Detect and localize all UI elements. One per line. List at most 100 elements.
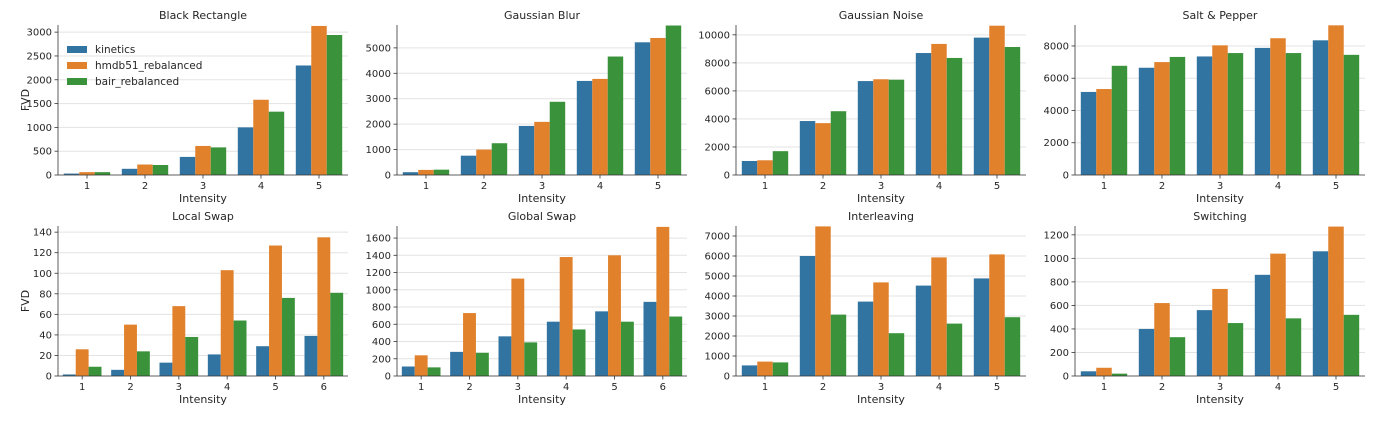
bar-bair-rebalanced-2 xyxy=(830,111,847,175)
panel-switching: 0 200 400 600 800 1000 1200 1 2 3 4 5 Switching Inten… xyxy=(1044,210,1365,406)
y-tick-label: 2000 xyxy=(1044,138,1069,149)
bar-hmdb51-rebalanced-5 xyxy=(311,25,327,176)
bar-bair-rebalanced-6 xyxy=(330,292,344,376)
y-tick-label: 7000 xyxy=(705,232,730,243)
y-tick-label: 100 xyxy=(33,269,52,280)
bar-kinetics-5 xyxy=(1312,251,1329,376)
x-tick-label: 5 xyxy=(316,181,322,192)
y-tick-label: 1000 xyxy=(366,145,391,156)
y-tick-label: 1200 xyxy=(366,268,391,279)
chart-title: Interleaving xyxy=(848,210,914,223)
y-axis-label: FVD xyxy=(19,290,32,312)
bar-bair-rebalanced-2 xyxy=(136,351,150,376)
panel-global-swap: 0 200 400 600 800 1000 1200 1400 1600 1 2 3 4 5 6 Globa… xyxy=(366,210,687,406)
legend-label-bair-rebalanced: bair_rebalanced xyxy=(95,76,179,88)
x-tick-label: 5 xyxy=(272,382,278,393)
bar-kinetics-6 xyxy=(304,335,318,376)
bar-kinetics-1 xyxy=(401,366,415,376)
y-tick-label: 60 xyxy=(39,310,52,321)
y-tick-label: 2000 xyxy=(705,332,730,343)
bar-bair-rebalanced-3 xyxy=(888,79,905,175)
chart-title: Salt & Pepper xyxy=(1183,9,1258,22)
bar-hmdb51-rebalanced-3 xyxy=(534,121,550,175)
x-axis-label: Intensity xyxy=(1196,192,1244,205)
y-tick-label: 0 xyxy=(724,372,730,383)
bar-kinetics-4 xyxy=(546,321,560,376)
bar-kinetics-1 xyxy=(1080,371,1097,376)
y-tick-label: 1000 xyxy=(1044,254,1069,265)
bar-kinetics-4 xyxy=(237,127,254,175)
bar-kinetics-1 xyxy=(63,173,80,175)
x-tick-label: 5 xyxy=(994,181,1000,192)
bar-bair-rebalanced-2 xyxy=(1169,56,1186,175)
bar-bair-rebalanced-3 xyxy=(1227,53,1244,176)
bar-kinetics-3 xyxy=(857,81,874,175)
x-tick-label: 3 xyxy=(176,382,182,393)
bar-hmdb51-rebalanced-2 xyxy=(815,226,831,376)
bar-kinetics-5 xyxy=(595,311,609,376)
bar-hmdb51-rebalanced-3 xyxy=(511,278,525,376)
y-tick-label: 200 xyxy=(1050,348,1069,359)
y-tick-label: 120 xyxy=(33,248,52,259)
x-tick-label: 2 xyxy=(820,382,826,393)
bar-hmdb51-rebalanced-3 xyxy=(873,282,889,376)
x-tick-label: 1 xyxy=(79,382,85,393)
y-tick-label: 800 xyxy=(1050,277,1069,288)
x-tick-label: 3 xyxy=(515,382,521,393)
x-tick-label: 5 xyxy=(1333,382,1339,393)
bar-hmdb51-rebalanced-2 xyxy=(1154,62,1170,176)
bar-kinetics-5 xyxy=(973,37,990,175)
bar-kinetics-5 xyxy=(1312,40,1329,175)
x-tick-label: 3 xyxy=(878,382,884,393)
y-tick-label: 1500 xyxy=(27,99,52,110)
bar-kinetics-4 xyxy=(915,53,932,175)
y-tick-label: 8000 xyxy=(1044,41,1069,52)
y-tick-label: 1000 xyxy=(27,123,52,134)
chart-title: Switching xyxy=(1193,210,1246,223)
bar-kinetics-2 xyxy=(799,256,816,376)
legend-swatch-hmdb51-rebalanced xyxy=(67,62,87,69)
x-tick-label: 2 xyxy=(127,382,133,393)
bar-kinetics-1 xyxy=(402,172,419,175)
bar-kinetics-2 xyxy=(450,351,464,376)
x-axis-label: Intensity xyxy=(857,393,905,406)
bar-bair-rebalanced-1 xyxy=(772,151,789,175)
y-tick-label: 200 xyxy=(372,354,391,365)
y-tick-label: 4000 xyxy=(1044,106,1069,117)
x-tick-label: 2 xyxy=(1159,181,1165,192)
y-tick-label: 500 xyxy=(33,147,52,158)
panel-local-swap: 0 20 40 60 80 100 120 140 1 2 3 4 5 6 Local Swap Intens… xyxy=(19,210,348,406)
x-axis-label: Intensity xyxy=(179,192,227,205)
x-tick-label: 3 xyxy=(200,181,206,192)
bar-kinetics-4 xyxy=(576,80,593,175)
y-tick-label: 0 xyxy=(385,372,391,383)
bar-bair-rebalanced-5 xyxy=(620,321,634,376)
bar-hmdb51-rebalanced-6 xyxy=(317,237,331,376)
x-tick-label: 5 xyxy=(1333,181,1339,192)
bar-hmdb51-rebalanced-5 xyxy=(1328,226,1344,376)
y-tick-label: 6000 xyxy=(705,86,730,97)
bar-kinetics-5 xyxy=(256,346,270,376)
bar-hmdb51-rebalanced-4 xyxy=(1270,253,1286,376)
bar-bair-rebalanced-1 xyxy=(88,366,102,376)
y-tick-label: 3000 xyxy=(705,312,730,323)
bar-bair-rebalanced-3 xyxy=(210,147,227,175)
x-tick-label: 4 xyxy=(936,181,942,192)
bar-bair-rebalanced-2 xyxy=(475,352,489,376)
x-tick-label: 4 xyxy=(597,181,603,192)
bar-kinetics-2 xyxy=(1138,328,1155,376)
bar-hmdb51-rebalanced-2 xyxy=(124,324,137,376)
bar-hmdb51-rebalanced-1 xyxy=(757,361,773,376)
bar-bair-rebalanced-5 xyxy=(326,35,343,175)
bar-hmdb51-rebalanced-5 xyxy=(608,255,621,376)
y-tick-label: 0 xyxy=(1063,372,1069,383)
bar-kinetics-1 xyxy=(741,365,758,376)
y-tick-label: 2000 xyxy=(705,142,730,153)
bar-hmdb51-rebalanced-4 xyxy=(592,78,608,175)
bar-kinetics-5 xyxy=(634,42,651,176)
x-tick-label: 5 xyxy=(994,382,1000,393)
x-tick-label: 2 xyxy=(466,382,472,393)
bar-hmdb51-rebalanced-5 xyxy=(650,37,666,176)
chart-title: Local Swap xyxy=(172,210,234,223)
